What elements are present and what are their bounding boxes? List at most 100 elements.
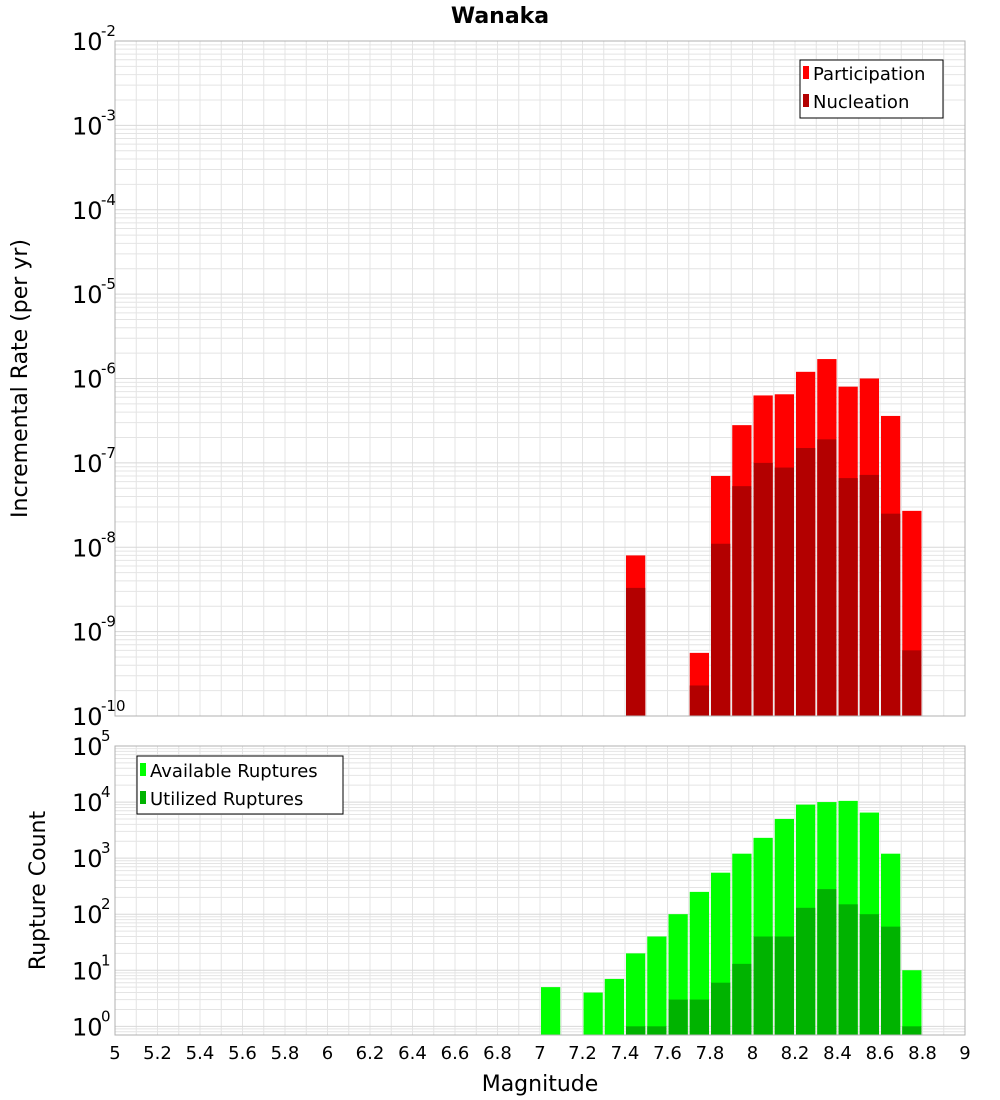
y-tick-base: 10	[72, 845, 103, 873]
x-tick-label: 5.2	[143, 1043, 172, 1064]
available-ruptures-bar	[647, 936, 667, 1035]
count-legend: Available Ruptures Utilized Ruptures	[136, 755, 344, 815]
y-tick-base: 10	[72, 112, 103, 140]
utilized-ruptures-bar	[902, 1026, 922, 1035]
x-tick-label: 7.6	[653, 1043, 682, 1064]
y-tick-label: 10-10	[72, 697, 126, 731]
x-tick-label: 7.2	[568, 1043, 597, 1064]
available-ruptures-bar	[604, 978, 624, 1035]
available-legend-label: Available Ruptures	[150, 761, 318, 782]
utilized-legend-label: Utilized Ruptures	[150, 789, 303, 810]
rate-legend: Participation Nucleation	[799, 59, 944, 119]
count-legend-box	[136, 755, 344, 815]
y-tick-base: 10	[72, 957, 103, 985]
utilized-ruptures-bar	[711, 982, 731, 1035]
y-tick-exponent: -4	[101, 191, 116, 209]
nucleation-bar	[774, 467, 794, 716]
nucleation-bar	[732, 486, 752, 716]
y-tick-label: 103	[72, 839, 111, 873]
participation-legend-swatch	[803, 66, 809, 79]
y-tick-label: 10-4	[72, 191, 116, 225]
y-tick-label: 10-6	[72, 360, 116, 394]
x-tick-label: 7.8	[696, 1043, 725, 1064]
y-tick-exponent: 2	[101, 895, 111, 913]
nucleation-bar	[859, 474, 879, 716]
y-tick-base: 10	[72, 197, 103, 225]
available-ruptures-bar	[626, 953, 646, 1035]
y-tick-exponent: -6	[101, 360, 116, 378]
y-tick-base: 10	[72, 28, 103, 56]
y-tick-exponent: 1	[101, 951, 111, 969]
nucleation-bar	[711, 543, 731, 716]
y-tick-base: 10	[72, 450, 103, 478]
nucleation-bar	[881, 513, 901, 716]
y-tick-base: 10	[72, 534, 103, 562]
y-tick-exponent: -8	[101, 528, 116, 546]
y-tick-base: 10	[72, 901, 103, 929]
utilized-ruptures-bar	[732, 963, 752, 1035]
x-tick-label: 6.2	[356, 1043, 385, 1064]
x-axis-label: Magnitude	[482, 1072, 599, 1097]
y-tick-base: 10	[72, 733, 103, 761]
available-ruptures-bar	[689, 891, 709, 1035]
y-tick-exponent: -2	[101, 22, 116, 40]
y-tick-exponent: -7	[101, 444, 116, 462]
available-ruptures-bar	[541, 987, 561, 1035]
nucleation-bar	[796, 448, 816, 716]
x-tick-label: 5.8	[271, 1043, 300, 1064]
x-tick-label: 6.8	[483, 1043, 512, 1064]
y-tick-label: 10-2	[72, 22, 116, 56]
x-tick-label: 6.4	[398, 1043, 427, 1064]
x-tick-label: 8.6	[866, 1043, 895, 1064]
y-tick-exponent: 5	[101, 727, 111, 745]
utilized-ruptures-bar	[626, 1026, 646, 1035]
x-tick-label: 7.4	[611, 1043, 640, 1064]
y-tick-exponent: -10	[101, 697, 126, 715]
count-plot-frame	[114, 745, 966, 1036]
nucleation-bar	[626, 587, 646, 716]
y-tick-label: 104	[72, 783, 111, 817]
y-tick-exponent: 3	[101, 839, 111, 857]
y-tick-label: 105	[72, 727, 111, 761]
rate-y-axis-label: Incremental Rate (per yr)	[8, 239, 33, 518]
utilized-ruptures-bar	[689, 999, 709, 1035]
nucleation-bar	[838, 478, 858, 716]
utilized-ruptures-bar	[817, 889, 837, 1035]
nucleation-legend-swatch	[803, 94, 809, 107]
y-tick-exponent: -3	[101, 106, 116, 124]
utilized-ruptures-bar	[796, 907, 816, 1035]
y-tick-base: 10	[72, 366, 103, 394]
participation-legend-label: Participation	[813, 64, 925, 85]
y-tick-label: 10-3	[72, 106, 116, 140]
rate-bars	[626, 359, 922, 716]
rate-grid	[114, 41, 966, 717]
y-tick-base: 10	[72, 703, 103, 731]
y-tick-exponent: -5	[101, 275, 116, 293]
utilized-legend-swatch	[140, 791, 146, 804]
utilized-ruptures-bar	[647, 1026, 667, 1035]
chart-title: Wanaka	[451, 4, 549, 29]
utilized-ruptures-bar	[838, 904, 858, 1035]
x-tick-label: 5.4	[186, 1043, 215, 1064]
x-tick-label: 8.2	[781, 1043, 810, 1064]
y-tick-exponent: 4	[101, 783, 111, 801]
y-tick-label: 10-5	[72, 275, 116, 309]
y-tick-exponent: 0	[101, 1007, 111, 1025]
y-tick-base: 10	[72, 1013, 103, 1041]
x-ticks: 5 5.2 5.4 5.6 5.8 6 6.2 6.4 6.6 6.8 7 7.2 7.4 7.6 7.8 8…	[109, 1043, 970, 1064]
x-tick-label: 8.8	[908, 1043, 937, 1064]
rate-plot-frame	[114, 40, 966, 717]
y-tick-label: 102	[72, 895, 111, 929]
available-ruptures-bar	[583, 992, 603, 1035]
utilized-ruptures-bar	[774, 936, 794, 1035]
y-tick-base: 10	[72, 789, 103, 817]
x-tick-label: 5	[109, 1043, 120, 1064]
y-tick-label: 100	[72, 1007, 111, 1041]
y-tick-label: 101	[72, 951, 111, 985]
x-tick-label: 7	[534, 1043, 545, 1064]
nucleation-bar	[689, 685, 709, 716]
nucleation-bar	[753, 462, 773, 716]
